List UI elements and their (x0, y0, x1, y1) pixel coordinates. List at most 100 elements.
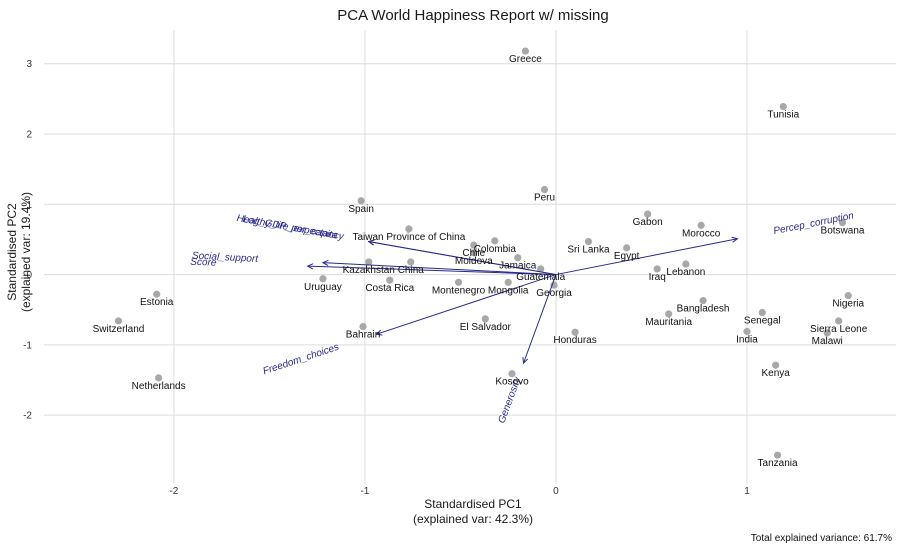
data-point (386, 276, 394, 284)
point-label: Spain (348, 204, 374, 215)
point-label: Honduras (553, 335, 596, 346)
data-point (407, 258, 415, 266)
point-label: Uruguay (304, 282, 342, 293)
data-point (835, 317, 843, 325)
data-point (697, 221, 705, 229)
point-label: Egypt (614, 251, 640, 262)
point-label: Kazakhstan (343, 265, 395, 276)
point-label: Mongolia (488, 285, 529, 296)
data-point (454, 278, 463, 286)
x-axis-subtitle: (explained var: 42.3%) (413, 512, 533, 526)
loading-arrow (523, 274, 557, 364)
arrow-head (375, 329, 383, 336)
x-axis-title: Standardised PC1 (424, 497, 522, 511)
arrow-head (522, 357, 529, 365)
loading-label: Score (190, 257, 217, 269)
data-point (743, 327, 751, 336)
point-label: Guatemala (516, 272, 565, 283)
point-label: Chile (462, 248, 485, 259)
point-label: Gabon (633, 217, 663, 228)
data-point (357, 197, 365, 205)
point-label: Tanzania (758, 458, 798, 469)
data-point (653, 265, 661, 273)
point-label: Montenegro (432, 285, 486, 296)
x-tick-label: 1 (744, 486, 750, 497)
point-label: Sri Lanka (567, 245, 610, 256)
y-tick-label: 3 (26, 59, 32, 70)
arrow-head (731, 236, 739, 243)
point-label: Kenya (761, 368, 790, 379)
point-label: Moldova (455, 256, 493, 267)
data-point (844, 292, 852, 300)
point-label: Peru (534, 193, 555, 204)
x-tick-label: -1 (360, 486, 369, 497)
data-point (470, 249, 478, 257)
point-label: Jamaica (499, 261, 537, 272)
data-point (699, 296, 707, 305)
loading-label: Log_GDP_per_capita (242, 214, 339, 242)
arrow-head (367, 239, 375, 246)
data-point (514, 254, 522, 262)
point-label: Costa Rica (365, 283, 414, 294)
loading-arrow (322, 262, 556, 276)
data-point (521, 47, 529, 55)
y-axis-title: Standardised PC2 (5, 203, 19, 301)
data-point (470, 241, 478, 249)
x-tick-label: -2 (169, 486, 178, 497)
arrow-head (321, 259, 329, 266)
loading-arrow (307, 265, 556, 276)
data-point (838, 218, 847, 227)
point-label: El Salvador (460, 322, 512, 333)
grid (44, 30, 896, 484)
data-point (365, 258, 373, 266)
data-point (491, 237, 499, 245)
data-point (758, 308, 766, 317)
point-label: Netherlands (132, 381, 186, 392)
point-label: Nigeria (832, 299, 864, 310)
data-point (773, 451, 782, 459)
arrow-head (306, 263, 314, 270)
y-tick-label: 0 (26, 270, 32, 281)
x-tick-label: 0 (553, 486, 559, 497)
point-label: Malawi (812, 336, 843, 347)
point-label: Greece (509, 54, 542, 65)
point-label: India (736, 334, 758, 345)
data-point (537, 265, 545, 273)
point-label: Estonia (140, 297, 174, 308)
point-label: Bahrain (346, 330, 380, 341)
loading-label: Freedom_choices (262, 342, 341, 378)
point-label: Switzerland (93, 324, 145, 335)
point-label: Tunisia (767, 110, 799, 121)
y-tick-label: -1 (23, 340, 32, 351)
data-point (155, 374, 163, 382)
caption: Total explained variance: 61.7% (751, 533, 892, 544)
point-label: China (398, 265, 425, 276)
y-axis-subtitle: (explained var: 19.4%) (19, 192, 33, 312)
data-point (623, 244, 631, 252)
point-label: Bangladesh (677, 304, 730, 315)
data-point (481, 315, 489, 323)
data-points (114, 47, 852, 459)
y-tick-label: 1 (26, 200, 32, 211)
data-point (644, 210, 652, 218)
tick-labels: -2 -1 0 1 -2 -1 0 1 2 3 (23, 59, 750, 497)
data-point (779, 103, 787, 111)
data-point (682, 260, 690, 268)
y-tick-label: 2 (26, 130, 32, 141)
data-point (359, 322, 367, 331)
data-point (319, 275, 327, 283)
data-point (508, 370, 516, 378)
data-point (584, 237, 593, 246)
data-point (823, 329, 831, 337)
point-label: Botswana (821, 226, 865, 237)
point-label: Iraq (649, 272, 666, 283)
data-point (772, 361, 780, 369)
y-tick-label: -2 (23, 411, 32, 422)
point-label: Mauritania (645, 317, 692, 328)
point-label: Taiwan Province of China (352, 232, 465, 243)
point-label: Morocco (682, 228, 721, 239)
data-point (153, 290, 161, 298)
data-point (571, 328, 579, 336)
point-label: Lebanon (666, 267, 705, 278)
